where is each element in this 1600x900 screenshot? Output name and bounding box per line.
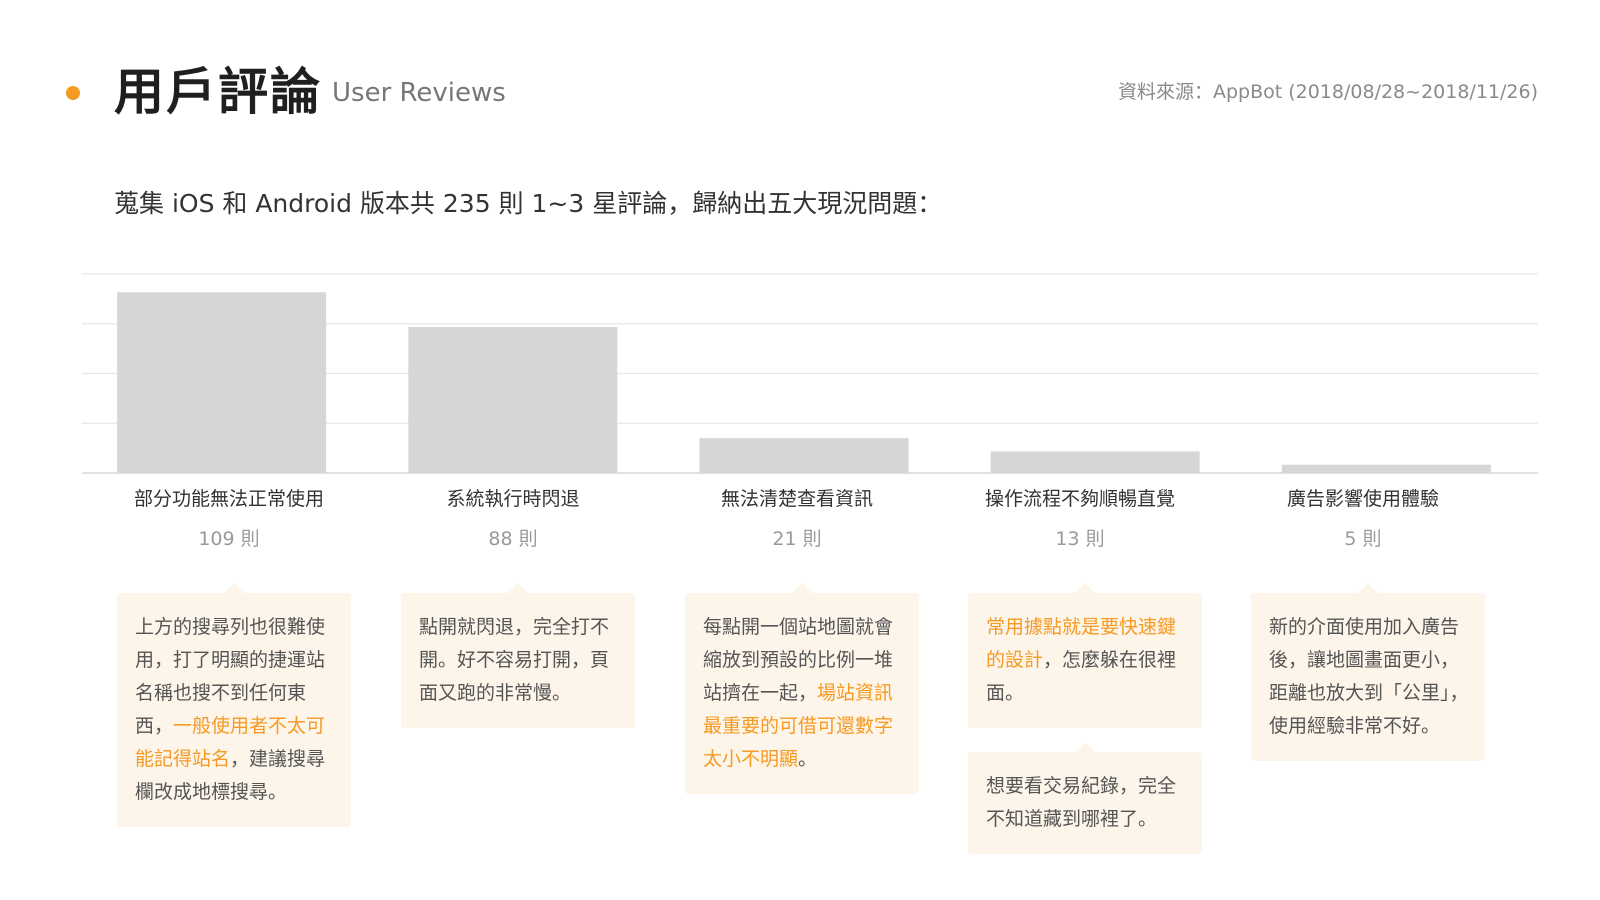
review-highlight: 常用據點就是要快速鍵的設計	[986, 616, 1177, 671]
summary-subtitle: 蒐集 iOS 和 Android 版本共 235 則 1~3 星評論，歸納出五大…	[114, 189, 943, 218]
bar-2	[408, 327, 618, 473]
review-text: 想要看交易紀錄，完全不知道藏到哪裡了。	[986, 775, 1177, 830]
category-label-5: 廣告影響使用體驗	[1286, 488, 1439, 510]
review-text: 點開就閃退，完全打不開。好不容易打開，頁面又跑的非常慢。	[419, 616, 610, 704]
review-card-5: 新的介面使用加入廣告後，讓地圖畫面更小，距離也放大到「公里」，使用經驗非常不好。	[1251, 583, 1485, 761]
review-text: 每點開一個站地圖就會縮放到預設的比例一堆站擠在一起，	[703, 616, 894, 704]
review-text: 新的介面使用加入廣告後，讓地圖畫面更小，距離也放大到「公里」，使用經驗非常不好。	[1269, 616, 1469, 737]
bar-4	[990, 451, 1200, 473]
page-title: 用戶評論	[114, 63, 322, 121]
bar-1	[117, 292, 327, 473]
review-card-2: 點開就閃退，完全打不開。好不容易打開，頁面又跑的非常慢。	[401, 583, 635, 728]
category-label-2: 系統執行時閃退	[446, 488, 580, 510]
category-label-4: 操作流程不夠順暢直覺	[984, 488, 1175, 510]
value-label-4: 13 則	[1055, 528, 1105, 550]
review-text: ，怎麼躲在很裡面。	[986, 649, 1177, 704]
value-label-5: 5 則	[1344, 528, 1382, 550]
review-card-6: 想要看交易紀錄，完全不知道藏到哪裡了。	[968, 742, 1202, 854]
review-text: 。	[798, 748, 818, 770]
category-label-1: 部分功能無法正常使用	[133, 488, 324, 510]
value-label-3: 21 則	[772, 528, 822, 550]
review-text: ，建議搜尋欄改成地標搜尋。	[135, 748, 326, 803]
bar-5	[1281, 464, 1491, 473]
value-label-2: 88 則	[488, 528, 538, 550]
header-bullet-dot	[66, 86, 80, 100]
value-label-1: 109 則	[198, 528, 260, 550]
category-label-3: 無法清楚查看資訊	[720, 488, 873, 510]
review-card-3: 每點開一個站地圖就會縮放到預設的比例一堆站擠在一起，場站資訊最重要的可借可還數字…	[685, 583, 919, 794]
bar-3	[699, 438, 909, 473]
review-card-1: 上方的搜尋列也很難使用，打了明顯的捷運站名稱也搜不到任何東西，一般使用者不太可能…	[117, 583, 351, 827]
review-card-4: 常用據點就是要快速鍵的設計，怎麼躲在很裡面。	[968, 583, 1202, 728]
data-source-note: 資料來源：AppBot (2018/08/28~2018/11/26)	[1117, 81, 1538, 103]
review-highlight: 一般使用者不太可能記得站名	[135, 715, 326, 770]
review-text: 上方的搜尋列也很難使用，打了明顯的捷運站名稱也搜不到任何東西，	[135, 616, 326, 737]
page-title-english: User Reviews	[332, 78, 506, 108]
review-highlight: 場站資訊最重要的可借可還數字太小不明顯	[703, 682, 894, 770]
